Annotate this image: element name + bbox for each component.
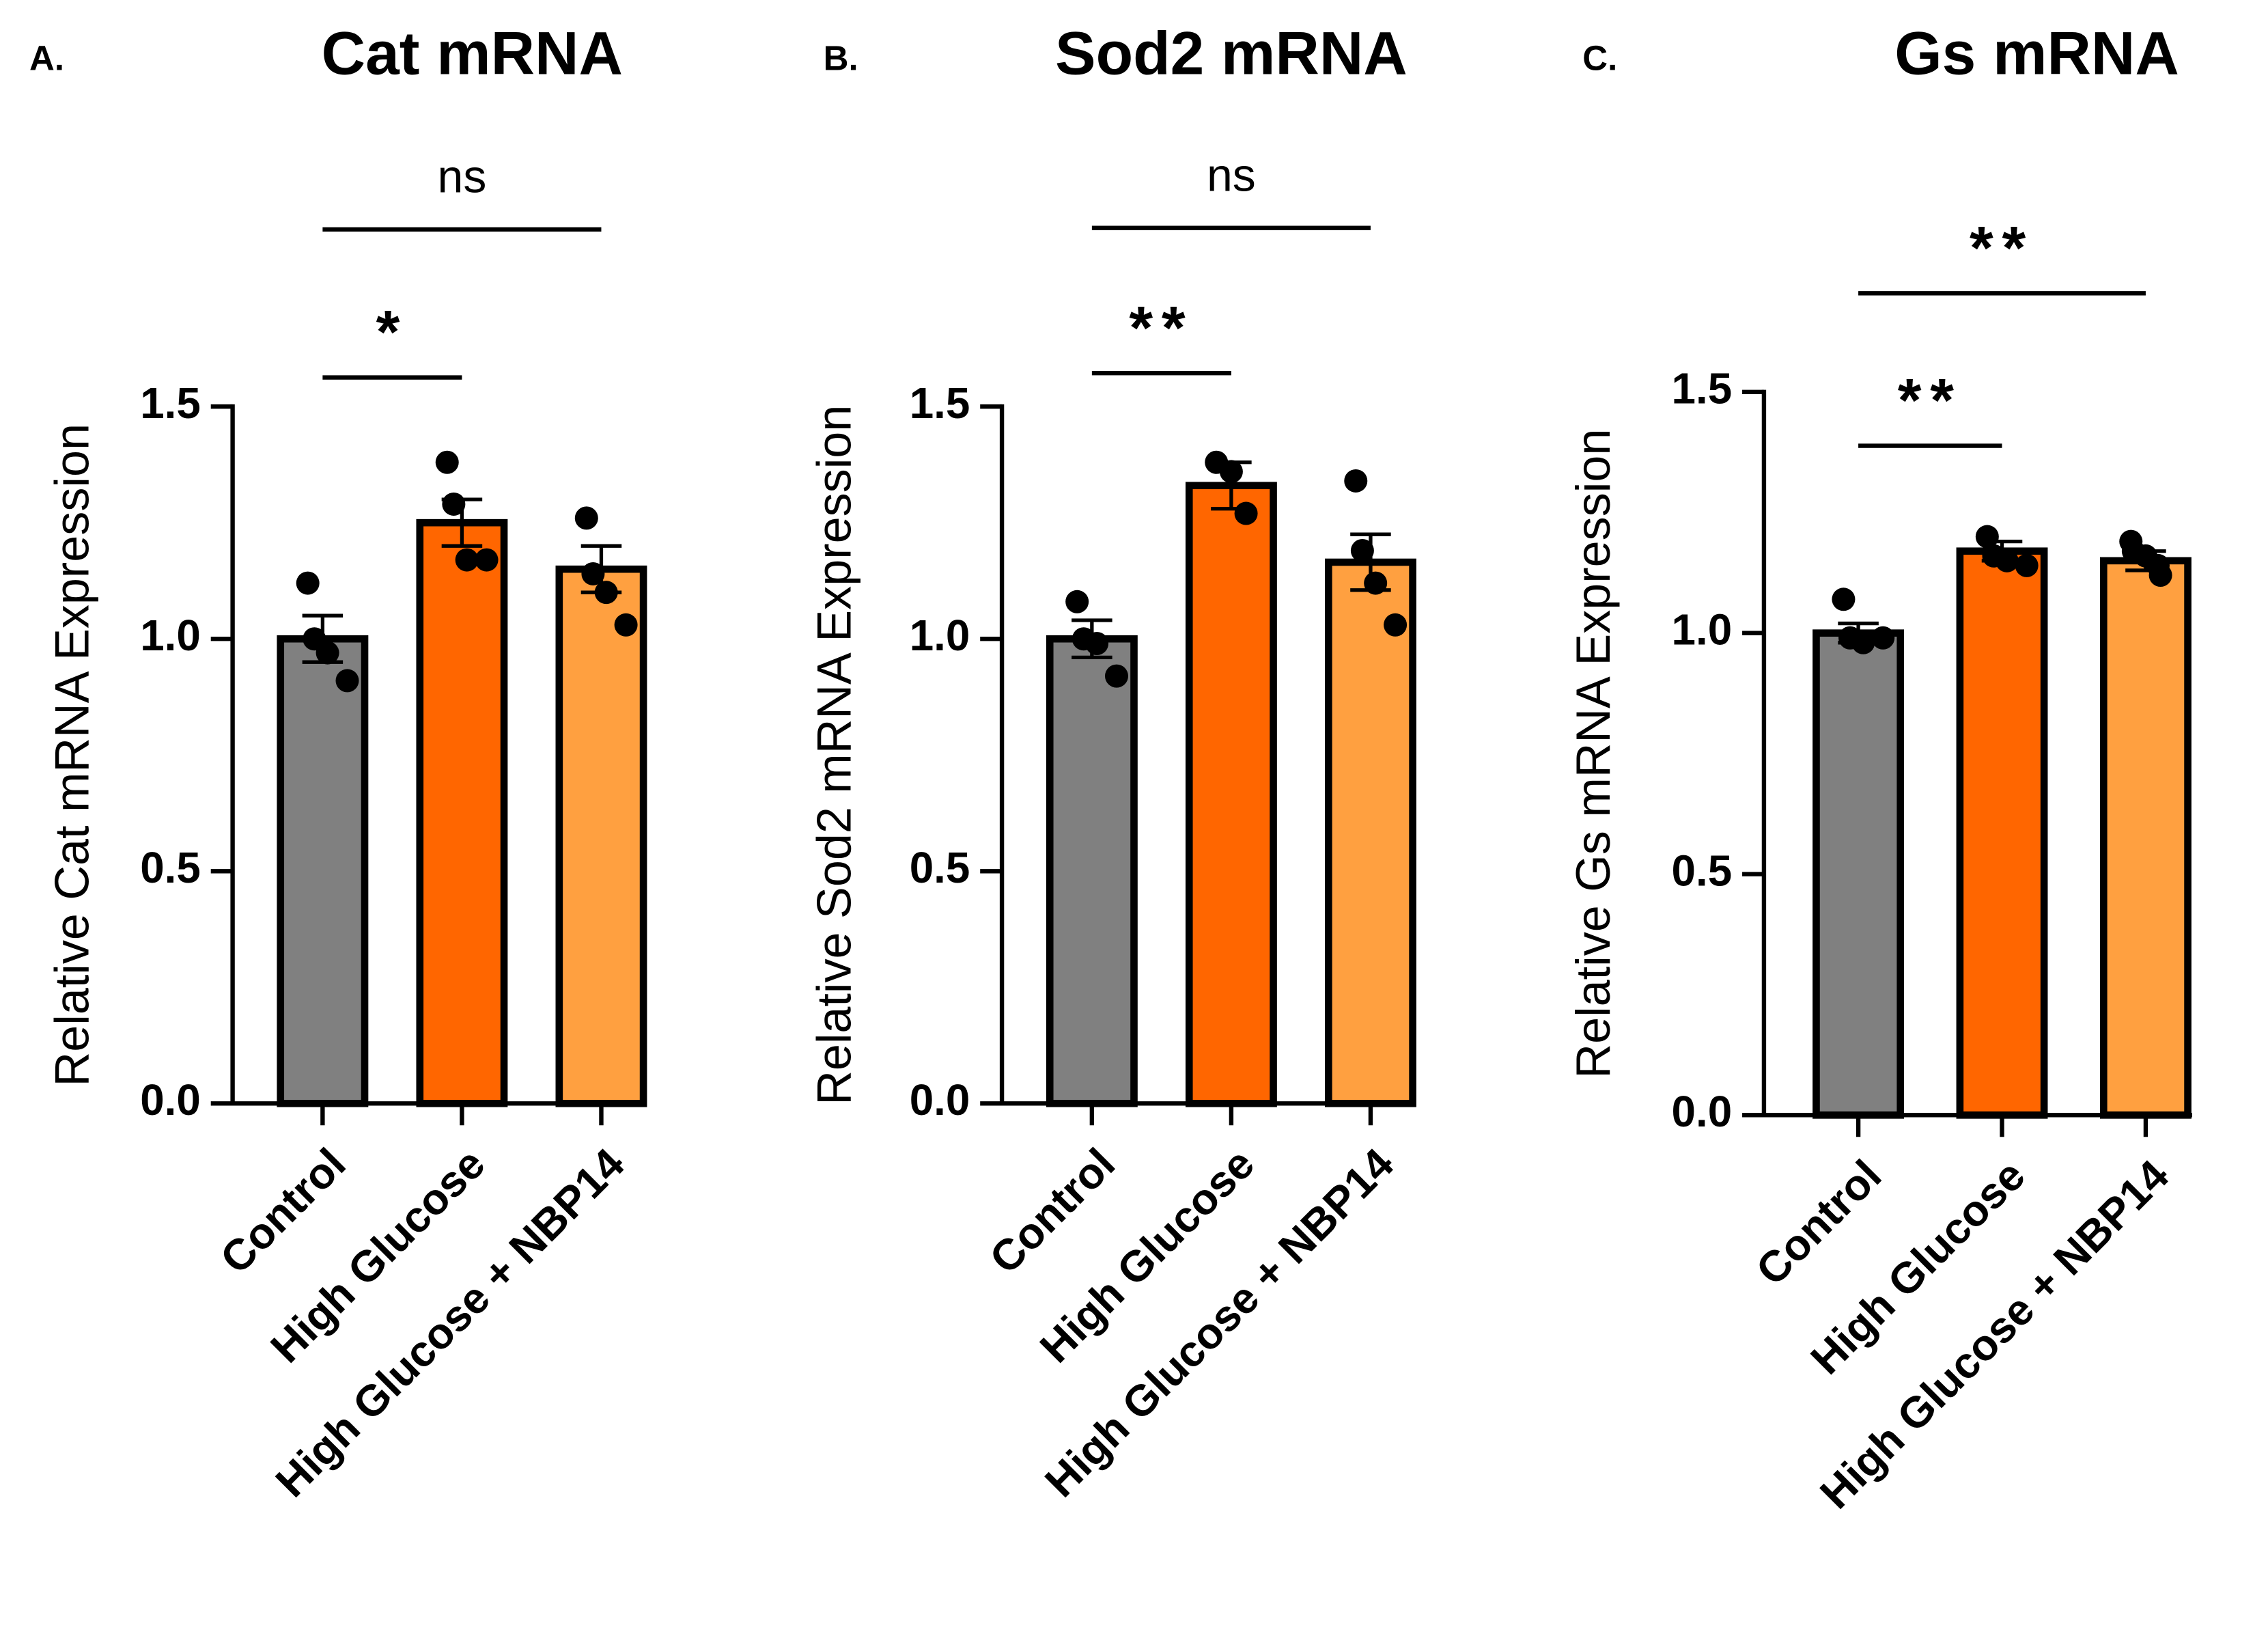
chart-title: Gs mRNA [1894, 19, 2179, 87]
bar [555, 565, 647, 1107]
chart-title: Sod2 mRNA [1055, 19, 1408, 87]
data-point [1975, 525, 1999, 549]
panel-label: A. [29, 39, 64, 78]
data-point [1350, 538, 1374, 562]
data-point [581, 562, 605, 585]
data-point [1851, 631, 1875, 654]
y-tick-label: 0.5 [910, 843, 970, 892]
data-point [1384, 613, 1408, 637]
significance-label: ns [438, 151, 487, 203]
panel-label: C. [1582, 39, 1617, 78]
bar [1046, 635, 1138, 1107]
bar [416, 518, 508, 1107]
y-axis-label: Relative Sod2 mRNA Expression [807, 405, 860, 1105]
data-point [316, 641, 339, 665]
data-point [574, 506, 598, 530]
data-point [435, 450, 459, 474]
chart-title: Cat mRNA [322, 19, 623, 87]
y-tick-label: 0.0 [140, 1075, 201, 1124]
data-point [2015, 553, 2039, 577]
y-tick-label: 0.0 [1672, 1087, 1733, 1136]
data-point [296, 571, 320, 595]
data-point [594, 581, 618, 605]
y-tick-label: 0.5 [1672, 846, 1733, 895]
data-point [1832, 587, 1856, 611]
significance-label: ** [1129, 293, 1194, 361]
data-point [1065, 590, 1089, 613]
y-tick-label: 1.0 [140, 611, 201, 660]
panel: C. Gs mRNA Relative Gs mRNA Expression 0.0 0… [1567, 19, 2192, 1518]
bar [1956, 547, 2048, 1119]
x-tick-label: Control [211, 1139, 355, 1283]
y-axis-label: Relative Gs mRNA Expression [1567, 429, 1620, 1079]
significance-label: ** [1970, 213, 2034, 281]
significance-label: ** [1898, 366, 1963, 434]
bar [1185, 482, 1277, 1107]
data-point [614, 613, 638, 637]
x-tick-label: Control [980, 1139, 1124, 1283]
data-point [1364, 571, 1388, 595]
data-point [1219, 460, 1243, 484]
y-tick-label: 1.5 [910, 378, 970, 428]
panel-label: B. [824, 39, 858, 78]
x-tick-label: Control [1746, 1150, 1890, 1295]
y-tick-label: 1.0 [1672, 605, 1733, 654]
y-axis-label: Relative Cat mRNA Expression [46, 424, 99, 1086]
data-point [1104, 664, 1128, 688]
data-point [2148, 564, 2172, 587]
y-tick-label: 1.5 [140, 378, 201, 428]
data-point [455, 548, 479, 572]
data-point [1871, 626, 1895, 650]
data-point [1085, 631, 1109, 656]
data-point [1995, 549, 2019, 572]
bar [277, 635, 369, 1107]
bar [1324, 558, 1416, 1107]
data-point [335, 669, 359, 693]
data-point [1344, 469, 1368, 493]
y-tick-label: 1.0 [910, 611, 970, 660]
bar [1812, 629, 1905, 1119]
bar [2099, 557, 2192, 1119]
data-point [475, 548, 499, 572]
data-point [442, 492, 466, 516]
panel: A. Cat mRNA Relative Cat mRNA Expression 0.… [29, 19, 647, 1506]
significance-label: * [376, 298, 409, 366]
y-tick-label: 1.5 [1672, 364, 1733, 413]
y-tick-label: 0.0 [910, 1075, 970, 1124]
significance-label: ns [1207, 149, 1256, 201]
panel: B. Sod2 mRNA Relative Sod2 mRNA Expression… [807, 19, 1416, 1506]
y-tick-label: 0.5 [140, 843, 201, 892]
data-point [1234, 501, 1258, 525]
